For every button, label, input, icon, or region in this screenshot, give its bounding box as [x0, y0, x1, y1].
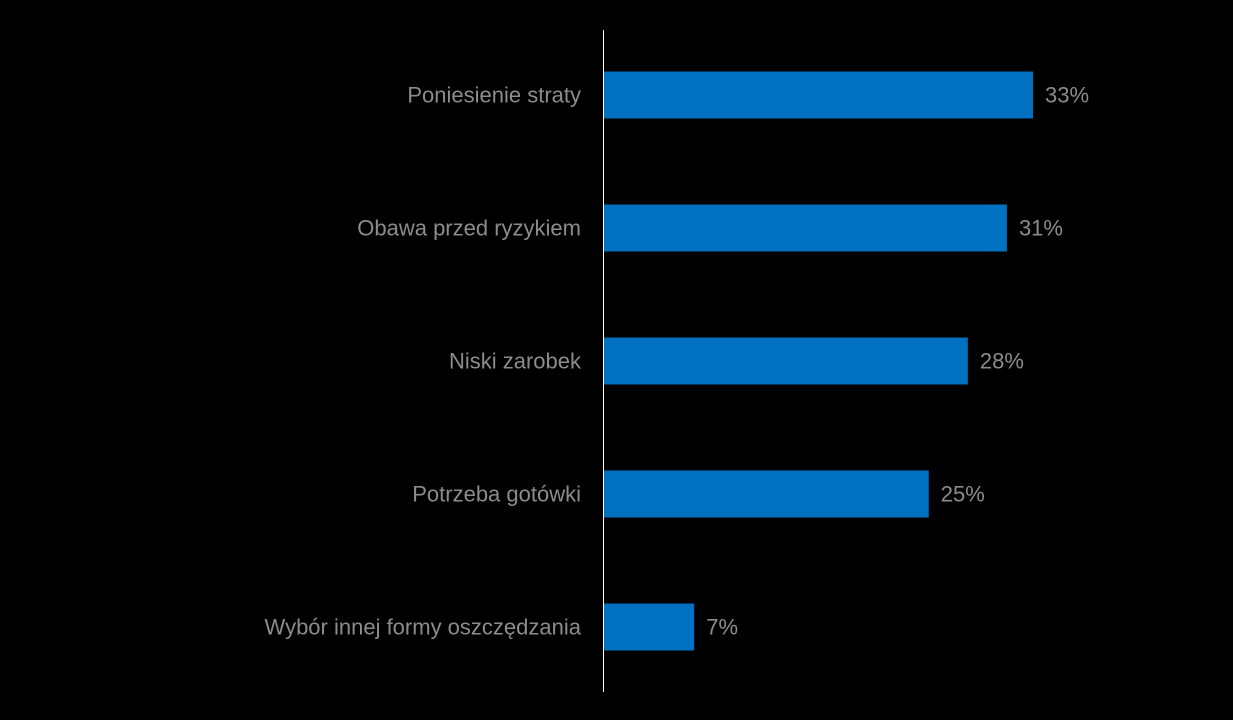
bar — [603, 337, 968, 385]
value-label: 31% — [1019, 216, 1063, 241]
bar — [603, 470, 929, 518]
category-label: Poniesienie straty — [407, 83, 581, 108]
bar — [603, 71, 1033, 119]
value-label: 33% — [1045, 83, 1089, 108]
value-label: 28% — [980, 349, 1024, 374]
bar — [603, 603, 695, 651]
value-labels-group: 33% 31% 28% 25% 7% — [706, 83, 1089, 640]
category-label: Potrzeba gotówki — [412, 482, 581, 507]
bar — [603, 204, 1007, 252]
category-label: Wybór innej formy oszczędzania — [265, 615, 582, 640]
category-label: Obawa przed ryzykiem — [357, 216, 581, 241]
value-label: 25% — [941, 482, 985, 507]
value-label: 7% — [706, 615, 738, 640]
bars-group — [603, 71, 1033, 651]
category-labels-group: Poniesienie straty Obawa przed ryzykiem Ni… — [265, 83, 582, 640]
category-label: Niski zarobek — [449, 349, 582, 374]
